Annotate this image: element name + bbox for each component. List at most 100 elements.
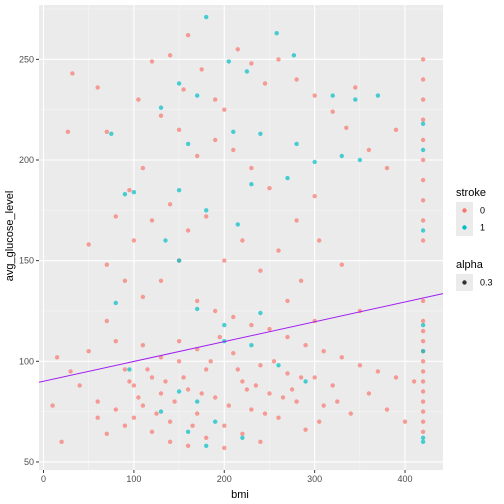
data-point-stroke-1 [226, 59, 231, 64]
data-point-stroke-1 [235, 222, 240, 227]
data-point-stroke-0 [420, 389, 426, 394]
data-point-stroke-0 [176, 127, 182, 132]
plot-panel [39, 5, 443, 470]
legend-key-0-point [462, 208, 467, 213]
data-point-stroke-1 [204, 208, 209, 213]
legend-label-0: 0 [480, 206, 485, 216]
data-point-stroke-1 [420, 147, 426, 153]
data-point-stroke-0 [262, 411, 268, 416]
x-tick-label: 400 [398, 474, 413, 484]
data-point-stroke-0 [249, 165, 254, 171]
data-point-stroke-0 [122, 278, 128, 283]
data-point-stroke-0 [140, 403, 146, 408]
data-point-stroke-0 [167, 53, 173, 58]
data-point-stroke-0 [131, 238, 137, 243]
data-point-stroke-0 [420, 318, 426, 324]
data-point-stroke-0 [353, 85, 358, 90]
data-point-stroke-0 [149, 375, 155, 380]
data-point-stroke-0 [411, 379, 417, 384]
data-point-stroke-1 [420, 322, 426, 328]
data-point-stroke-1 [222, 322, 227, 328]
data-point-stroke-0 [330, 109, 335, 114]
data-point-stroke-0 [262, 81, 268, 86]
data-point-stroke-0 [393, 127, 399, 132]
data-point-stroke-0 [321, 349, 326, 354]
legend-key-1-point [462, 225, 467, 230]
data-point-stroke-1 [375, 93, 381, 98]
data-point-stroke-1 [258, 131, 263, 136]
data-point-stroke-0 [213, 137, 218, 143]
data-point-stroke-0 [335, 399, 340, 404]
data-point-stroke-1 [176, 81, 182, 86]
data-point-stroke-1 [420, 228, 426, 233]
data-point-stroke-1 [185, 429, 191, 434]
data-point-stroke-1 [294, 141, 299, 147]
x-axis-ticks: 0 100 200 300 400 [41, 470, 413, 484]
data-point-stroke-0 [249, 322, 254, 328]
data-point-stroke-0 [357, 363, 363, 368]
data-point-stroke-0 [420, 157, 426, 163]
data-point-stroke-1 [249, 343, 254, 348]
legend-alpha-label: 0.3 [480, 278, 493, 288]
data-point-stroke-1 [195, 306, 200, 312]
data-point-stroke-1 [276, 363, 281, 368]
data-point-stroke-1 [353, 97, 358, 102]
data-point-stroke-0 [420, 137, 426, 143]
data-point-stroke-0 [235, 367, 240, 372]
data-point-stroke-0 [195, 298, 200, 304]
data-point-stroke-0 [312, 93, 317, 98]
data-point-stroke-0 [244, 387, 250, 392]
data-point-stroke-0 [222, 423, 227, 428]
data-point-stroke-0 [185, 33, 191, 38]
data-point-stroke-0 [339, 262, 344, 267]
data-point-stroke-0 [140, 343, 146, 348]
data-point-stroke-1 [420, 435, 426, 440]
trend-line-group [38, 293, 444, 383]
data-point-stroke-0 [344, 125, 349, 130]
data-point-stroke-0 [249, 407, 254, 412]
data-point-stroke-0 [317, 238, 322, 243]
data-point-stroke-0 [68, 369, 73, 374]
data-point-stroke-0 [420, 419, 426, 424]
legend: stroke 0 1 alpha 0.3 [456, 187, 493, 291]
data-point-stroke-0 [140, 294, 146, 300]
data-point-stroke-0 [70, 71, 75, 76]
data-point-stroke-0 [420, 429, 426, 434]
data-point-stroke-1 [291, 53, 297, 58]
data-point-stroke-0 [217, 334, 222, 340]
data-point-stroke-0 [420, 359, 426, 364]
data-point-stroke-0 [104, 129, 110, 134]
data-points [50, 14, 426, 451]
data-point-stroke-0 [86, 242, 91, 247]
data-point-stroke-0 [240, 238, 245, 243]
data-point-stroke-0 [145, 367, 150, 372]
data-point-stroke-0 [249, 61, 254, 66]
data-point-stroke-0 [95, 85, 100, 90]
data-point-stroke-0 [158, 278, 164, 283]
data-point-stroke-1 [113, 300, 119, 306]
major-grid [39, 5, 443, 470]
data-point-stroke-0 [185, 443, 191, 448]
data-point-stroke-1 [285, 175, 290, 181]
data-point-stroke-0 [303, 343, 308, 348]
data-point-stroke-1 [163, 238, 168, 243]
data-point-stroke-0 [294, 399, 299, 404]
data-point-stroke-0 [113, 214, 119, 219]
data-point-stroke-0 [420, 369, 426, 374]
data-point-stroke-0 [420, 379, 426, 384]
data-point-stroke-0 [222, 107, 227, 112]
data-point-stroke-0 [276, 415, 281, 420]
data-point-stroke-0 [204, 367, 209, 372]
data-point-stroke-0 [149, 59, 155, 64]
data-point-stroke-0 [294, 218, 299, 223]
data-point-stroke-0 [127, 379, 132, 384]
data-point-stroke-0 [276, 248, 281, 253]
data-point-stroke-1 [312, 159, 317, 165]
data-point-stroke-0 [77, 383, 82, 388]
data-point-stroke-1 [420, 121, 426, 127]
data-point-stroke-0 [420, 77, 426, 82]
data-point-stroke-0 [289, 387, 295, 392]
data-point-stroke-0 [321, 403, 326, 408]
data-point-stroke-0 [280, 395, 286, 400]
legend-alpha-key-point [462, 280, 467, 285]
